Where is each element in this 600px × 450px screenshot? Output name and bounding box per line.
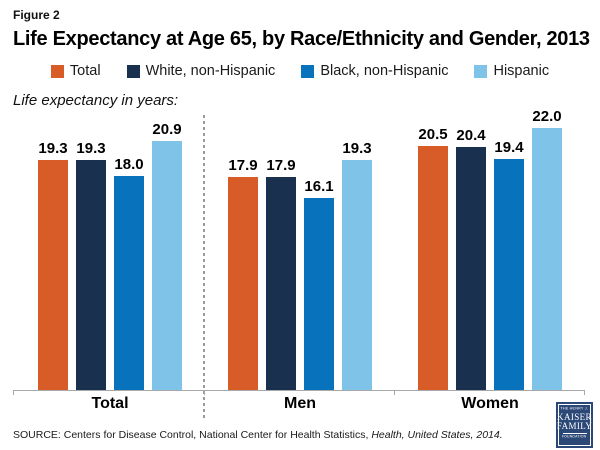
kff-logo-kaiser: KAISER xyxy=(557,412,592,422)
bar-column: 17.9 xyxy=(266,158,296,390)
bar-total-hispanic xyxy=(152,141,182,390)
bar-column: 20.5 xyxy=(418,127,448,390)
bar-column: 20.9 xyxy=(152,122,182,390)
kff-logo-inner: THE HENRY J. KAISER FAMILY FOUNDATION xyxy=(556,404,593,446)
bar-group-total: 19.3 19.3 18.0 20.9 xyxy=(38,105,182,390)
x-axis-line xyxy=(13,390,585,391)
bar-value-label: 20.9 xyxy=(152,121,182,138)
page-title: Life Expectancy at Age 65, by Race/Ethni… xyxy=(13,28,590,50)
kff-logo: THE HENRY J. KAISER FAMILY FOUNDATION xyxy=(556,402,593,448)
axis-tick xyxy=(204,390,205,395)
legend-label: Total xyxy=(69,63,101,79)
kff-logo-line1: THE HENRY J. xyxy=(560,407,589,411)
legend-item: Hispanic xyxy=(474,63,549,79)
bar-total-black-non-hispanic xyxy=(114,176,144,390)
bar-column: 18.0 xyxy=(114,157,144,390)
source-line: SOURCE: Centers for Disease Control, Nat… xyxy=(13,429,503,441)
legend-item: White, non-Hispanic xyxy=(126,63,276,79)
bar-total-white-non-hispanic xyxy=(76,160,106,390)
bar-value-label: 20.4 xyxy=(456,127,486,144)
bar-women-hispanic xyxy=(532,128,562,390)
axis-tick xyxy=(584,390,585,395)
bar-total-total xyxy=(38,160,68,390)
bar-column: 16.1 xyxy=(304,179,334,390)
legend-swatch-icon xyxy=(50,64,64,78)
bar-value-label: 19.3 xyxy=(342,140,372,157)
bar-column: 17.9 xyxy=(228,158,258,390)
legend-label: Hispanic xyxy=(493,63,550,79)
kff-logo-family: FAMILY xyxy=(556,421,593,432)
axis-tick xyxy=(13,390,14,395)
bar-men-hispanic xyxy=(342,160,372,390)
category-label-men: Men xyxy=(284,395,316,412)
bar-women-total xyxy=(418,146,448,390)
category-label-total: Total xyxy=(91,395,129,412)
bar-value-label: 17.9 xyxy=(228,157,258,174)
bar-column: 19.3 xyxy=(76,141,106,390)
bar-value-label: 16.1 xyxy=(304,178,334,195)
legend-item: Total xyxy=(50,63,101,79)
dashed-divider xyxy=(203,115,205,418)
legend-swatch-icon xyxy=(301,64,315,78)
legend-item: Black, non-Hispanic xyxy=(301,63,448,79)
kff-logo-rule xyxy=(562,433,587,435)
bar-value-label: 17.9 xyxy=(266,157,296,174)
bar-value-label: 19.4 xyxy=(494,139,524,156)
bar-column: 20.4 xyxy=(456,128,486,390)
legend-swatch-icon xyxy=(126,64,140,78)
bar-group-men: 17.9 17.9 16.1 19.3 xyxy=(228,105,372,390)
kff-logo-foundation: FOUNDATION xyxy=(562,435,587,439)
bar-column: 19.4 xyxy=(494,140,524,390)
legend-swatch-icon xyxy=(474,64,488,78)
bar-value-label: 18.0 xyxy=(114,156,144,173)
bar-value-label: 19.3 xyxy=(76,140,106,157)
source-citation: Health, United States, 2014. xyxy=(371,429,503,441)
bar-group-women: 20.5 20.4 19.4 22.0 xyxy=(418,105,562,390)
bar-men-white-non-hispanic xyxy=(266,177,296,390)
legend-label: Black, non-Hispanic xyxy=(320,63,449,79)
axis-note: Life expectancy in years: xyxy=(13,92,179,109)
bar-value-label: 20.5 xyxy=(418,126,448,143)
bar-men-black-non-hispanic xyxy=(304,198,334,390)
bar-column: 19.3 xyxy=(342,141,372,390)
bar-value-label: 22.0 xyxy=(532,108,562,125)
bar-column: 22.0 xyxy=(532,109,562,390)
category-label-women: Women xyxy=(461,395,519,412)
figure-label: Figure 2 xyxy=(13,8,60,22)
bar-men-total xyxy=(228,177,258,390)
legend: Total White, non-Hispanic Black, non-Hispa… xyxy=(0,63,600,79)
legend-label: White, non-Hispanic xyxy=(145,63,276,79)
bar-women-white-non-hispanic xyxy=(456,147,486,390)
axis-tick xyxy=(394,390,395,395)
source-text: SOURCE: Centers for Disease Control, Nat… xyxy=(13,429,372,441)
bar-column: 19.3 xyxy=(38,141,68,390)
bar-women-black-non-hispanic xyxy=(494,159,524,390)
bar-value-label: 19.3 xyxy=(38,140,68,157)
